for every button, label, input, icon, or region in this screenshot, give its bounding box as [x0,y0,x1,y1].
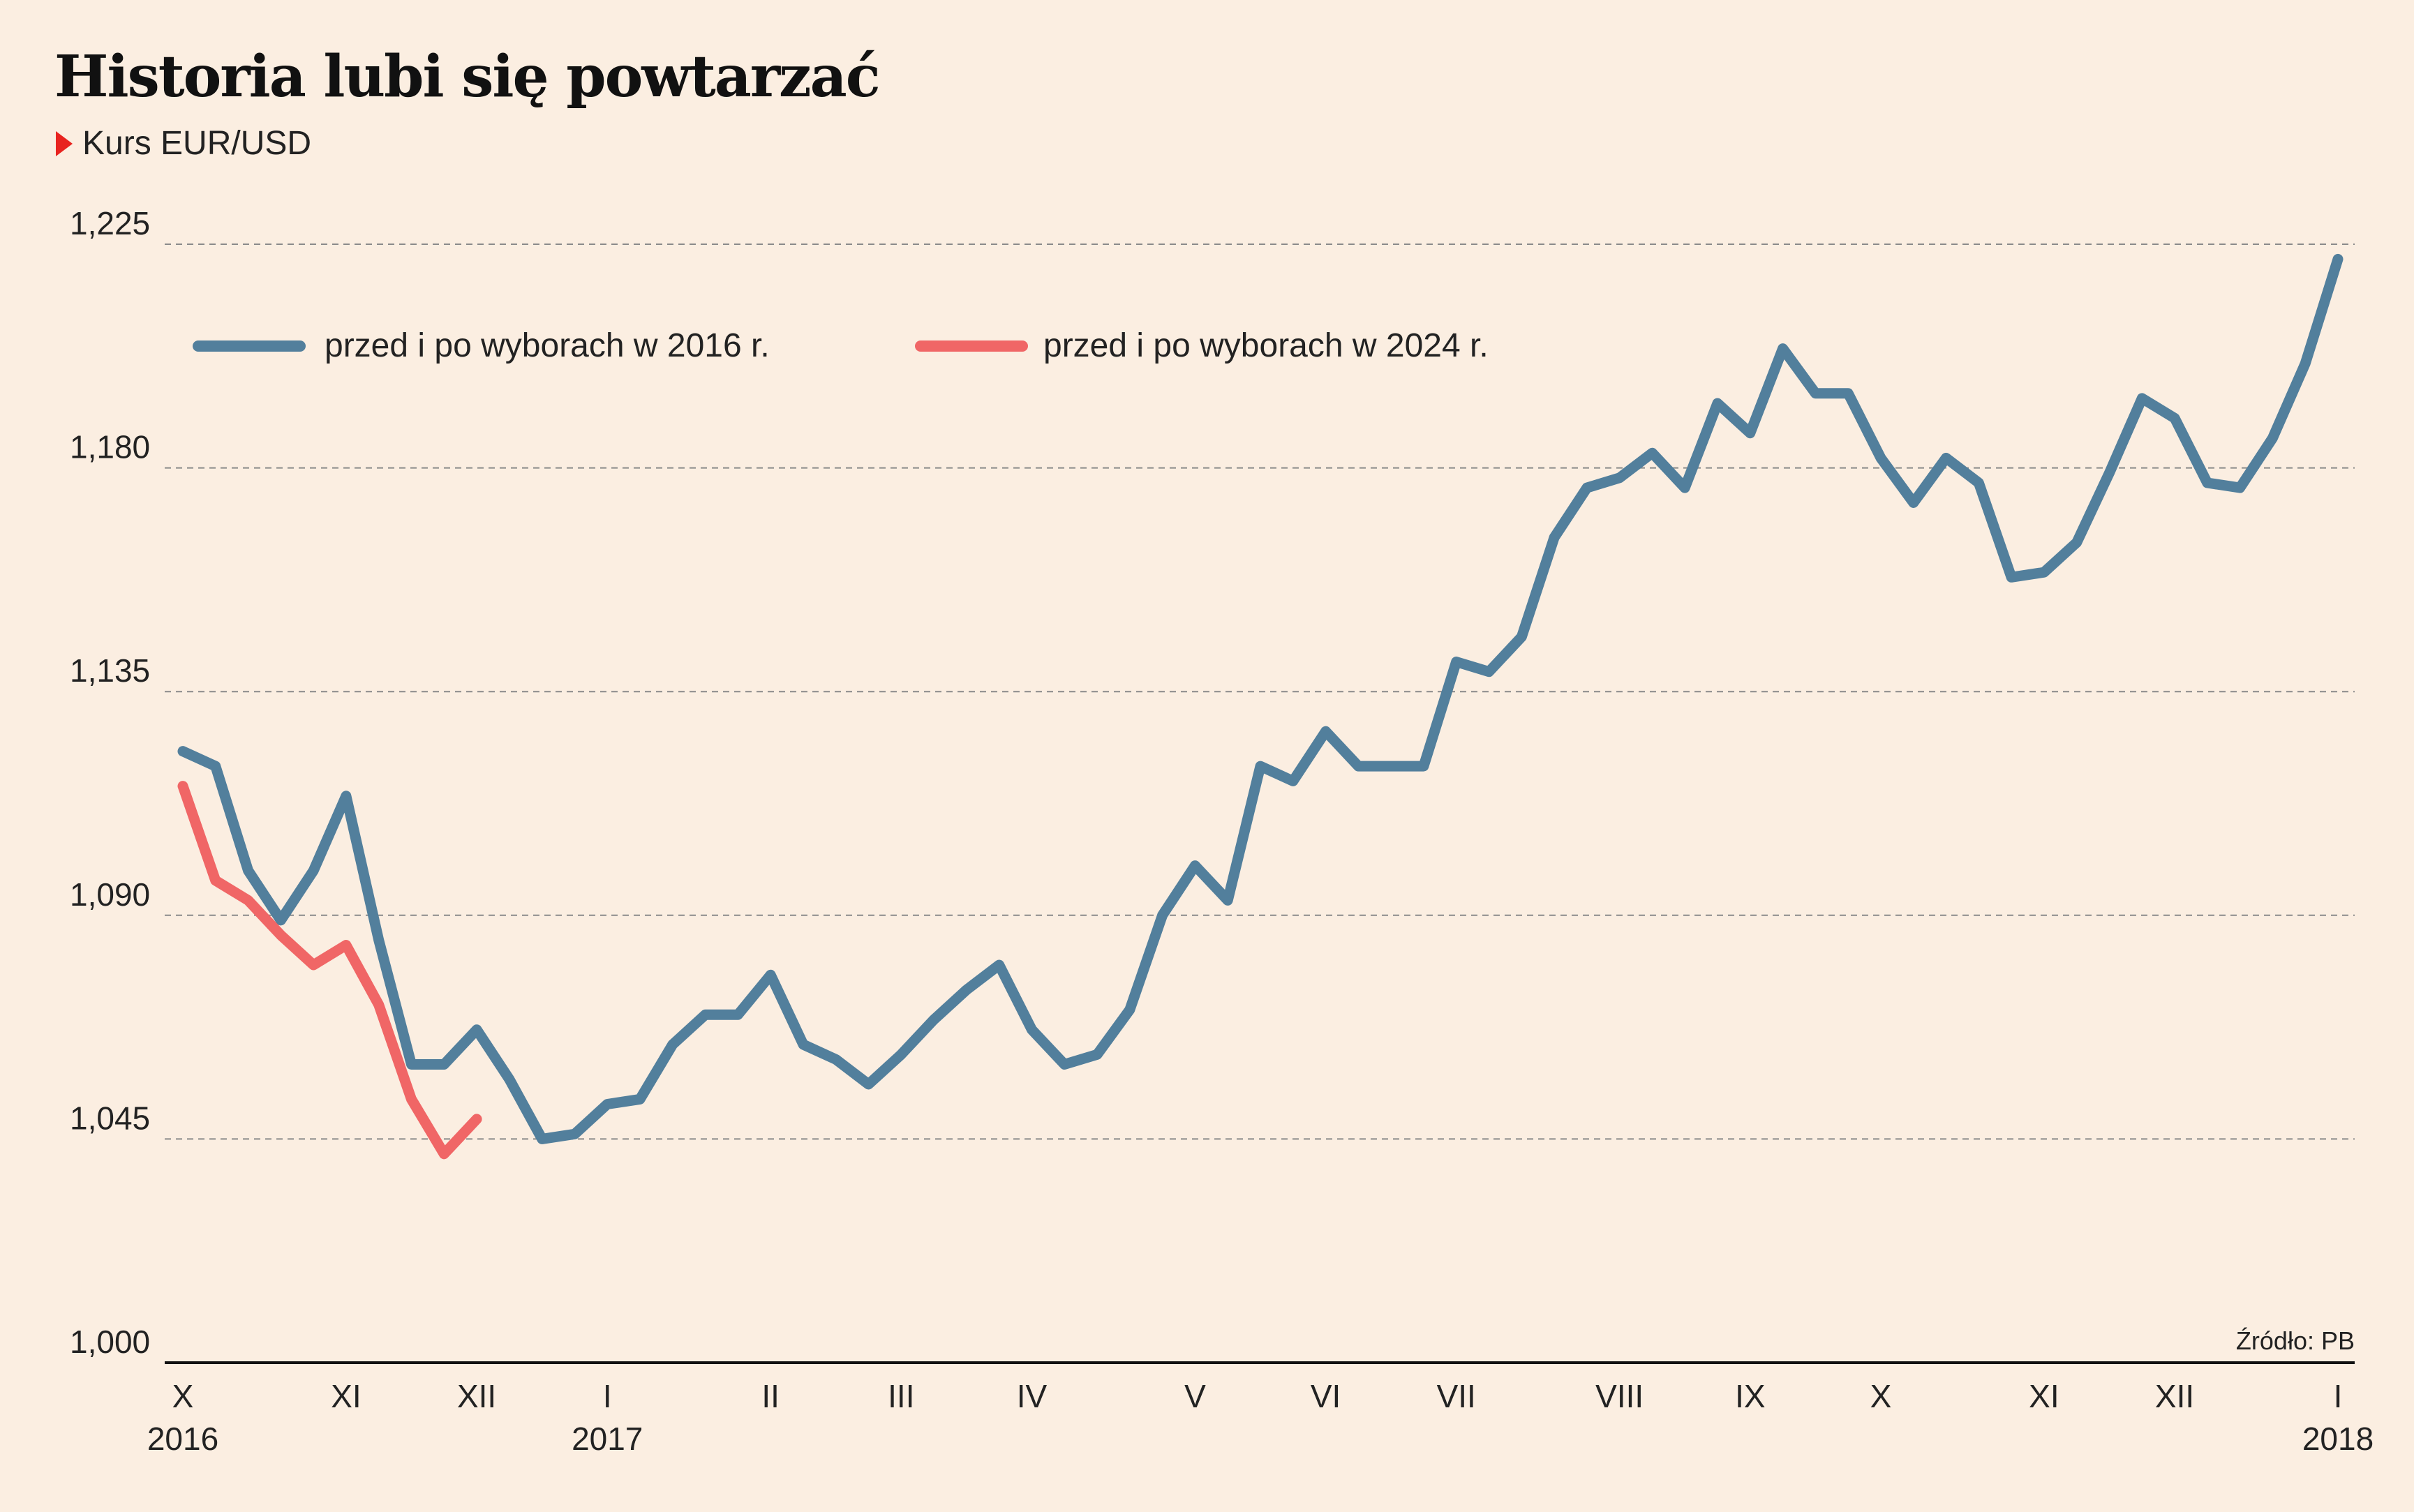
y-tick-label: 1,135 [70,652,150,689]
legend-label-2024: przed i po wyborach w 2024 r. [1043,327,1489,364]
series-lines [177,253,2344,1160]
x-tick-month-label: X [172,1378,194,1414]
series-line-2016 [177,253,2344,1144]
x-tick-month-label: X [1870,1378,1892,1414]
gridlines [165,244,2355,1140]
chart-subtitle: Kurs EUR/USD [56,124,311,163]
y-tick-label: 1,090 [70,876,150,913]
x-tick-month-label: I [2334,1378,2343,1414]
x-tick-month-label: I [603,1378,612,1414]
series-line-2024 [177,781,482,1160]
legend-label-2016: przed i po wyborach w 2016 r. [325,327,770,364]
y-tick-label: 1,000 [70,1324,150,1360]
x-tick-month-label: XII [457,1378,496,1414]
y-tick-label: 1,045 [70,1100,150,1136]
x-tick-year-label: 2016 [147,1421,218,1457]
y-tick-label: 1,225 [70,205,150,241]
y-tick-label: 1,180 [70,429,150,465]
x-tick-year-label: 2018 [2302,1421,2374,1457]
x-tick-month-label: VI [1311,1378,1341,1414]
x-tick-month-label: XII [2155,1378,2194,1414]
y-axis-tick-labels: 1,000 1,045 1,090 1,135 1,180 1,225 [70,205,150,1360]
x-tick-month-label: II [761,1378,780,1414]
x-tick-month-label: XI [2029,1378,2059,1414]
subtitle-text: Kurs EUR/USD [82,125,312,162]
chart-title: Historia lubi się powtarzać [54,43,881,110]
x-tick-year-label: 2017 [572,1421,643,1457]
x-tick-month-label: XI [331,1378,361,1414]
x-tick-month-label: V [1184,1378,1206,1414]
source-note: Źródło: PB [2236,1326,2355,1355]
x-tick-month-label: IV [1017,1378,1048,1414]
x-tick-month-label: III [888,1378,914,1414]
x-tick-month-label: VII [1437,1378,1476,1414]
x-tick-month-label: IX [1735,1378,1765,1414]
x-tick-month-label: VIII [1595,1378,1644,1414]
legend: przed i po wyborach w 2016 r. przed i po… [193,327,1489,364]
subtitle-marker-icon [56,130,73,156]
